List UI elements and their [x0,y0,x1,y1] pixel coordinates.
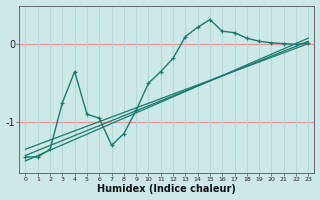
X-axis label: Humidex (Indice chaleur): Humidex (Indice chaleur) [98,184,236,194]
